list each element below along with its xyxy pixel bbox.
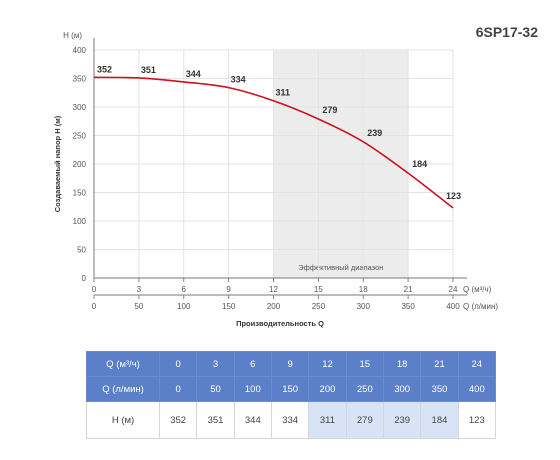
table-cell: 352 <box>158 401 198 439</box>
x-tick-label-lmin: 200 <box>267 302 281 311</box>
table-row-label: Q (м³/ч) <box>86 351 160 377</box>
table-row: H (м) 352 351 344 334 311 279 239 184 123 <box>86 401 497 439</box>
x-tick-label-lmin: 300 <box>357 302 371 311</box>
x-tick-label-m3h: 21 <box>404 285 413 294</box>
data-label: 351 <box>141 65 156 75</box>
x-axis-title: Производительность Q <box>236 319 324 328</box>
table-cell: 21 <box>420 351 459 377</box>
table-cell: 15 <box>345 351 384 377</box>
data-label: 311 <box>276 88 291 98</box>
table-cell: 12 <box>308 351 347 377</box>
table-row-label: Q (л/мин) <box>86 376 160 402</box>
table-cell: 6 <box>233 351 272 377</box>
x-unit-label-lmin: Q (л/мин) <box>463 302 498 311</box>
x-tick-label-m3h: 9 <box>226 285 231 294</box>
x-tick-label-m3h: 15 <box>314 285 323 294</box>
effective-range-label: Эффективный диапазон <box>298 263 383 272</box>
x-unit-label-m3h: Q (м³/ч) <box>463 285 492 294</box>
data-label: 184 <box>412 159 427 169</box>
table-cell: 311 <box>308 401 347 439</box>
y-tick-label: 0 <box>82 274 87 283</box>
x-tick-label-lmin: 400 <box>446 302 460 311</box>
y-tick-label: 50 <box>77 246 86 255</box>
table-row-label: H (м) <box>86 401 160 439</box>
x-tick-label-m3h: 0 <box>92 285 97 294</box>
y-tick-label: 150 <box>73 189 87 198</box>
data-label: 279 <box>322 105 337 115</box>
x-tick-label-lmin: 50 <box>134 302 143 311</box>
table-cell: 184 <box>420 401 459 439</box>
table-cell: 24 <box>457 351 497 377</box>
pump-curve-chart: Эффективный диапазон05010015020025030035… <box>53 31 498 311</box>
x-tick-label-lmin: 350 <box>401 302 415 311</box>
performance-table: Q (м³/ч) 0 3 6 9 12 15 18 21 24 Q (л/мин) 0 50 100 150… <box>86 351 497 439</box>
head-curve-line <box>93 76 454 209</box>
table-cell: 239 <box>382 401 422 439</box>
table-cell: 18 <box>382 351 422 377</box>
pump-model-title: 6SP17-32 <box>475 24 538 40</box>
data-label: 352 <box>97 64 112 74</box>
data-label: 344 <box>186 69 201 79</box>
table-cell: 350 <box>420 376 459 402</box>
table-row: Q (м³/ч) 0 3 6 9 12 15 18 21 24 <box>86 351 497 377</box>
y-tick-label: 300 <box>73 103 87 112</box>
x-tick-label-lmin: 250 <box>312 302 326 311</box>
table-row: Q (л/мин) 0 50 100 150 200 250 300 350 400 <box>86 376 497 402</box>
y-tick-label: 100 <box>73 217 87 226</box>
table-cell: 279 <box>345 401 384 439</box>
x-tick-label-m3h: 18 <box>359 285 368 294</box>
x-tick-label-m3h: 24 <box>449 285 458 294</box>
table-cell: 200 <box>308 376 347 402</box>
table-cell: 344 <box>233 401 272 439</box>
data-label: 334 <box>231 75 246 85</box>
table-cell: 300 <box>382 376 422 402</box>
table-cell: 351 <box>196 401 235 439</box>
y-tick-label: 200 <box>73 160 87 169</box>
data-label: 239 <box>367 128 382 138</box>
table-cell: 50 <box>196 376 235 402</box>
table-cell: 400 <box>457 376 497 402</box>
x-tick-label-m3h: 12 <box>269 285 278 294</box>
y-tick-label: 250 <box>73 132 87 141</box>
x-tick-label-m3h: 6 <box>182 285 187 294</box>
table-cell: 250 <box>345 376 384 402</box>
y-unit-label: H (м) <box>63 31 82 40</box>
table-cell: 0 <box>158 376 198 402</box>
y-tick-label: 350 <box>73 75 87 84</box>
table-cell: 100 <box>233 376 272 402</box>
x-tick-label-lmin: 0 <box>92 302 97 311</box>
table-cell: 0 <box>158 351 198 377</box>
table-cell: 123 <box>457 401 497 439</box>
table-cell: 150 <box>270 376 310 402</box>
x-tick-label-lmin: 100 <box>177 302 191 311</box>
y-axis-title: Создаваемый напор H (м) <box>53 115 62 212</box>
table-cell: 3 <box>196 351 235 377</box>
y-tick-label: 400 <box>73 46 87 55</box>
x-tick-label-m3h: 3 <box>137 285 142 294</box>
table-cell: 9 <box>270 351 310 377</box>
table-cell: 334 <box>270 401 310 439</box>
data-label: 123 <box>446 191 461 201</box>
x-tick-label-lmin: 150 <box>222 302 236 311</box>
